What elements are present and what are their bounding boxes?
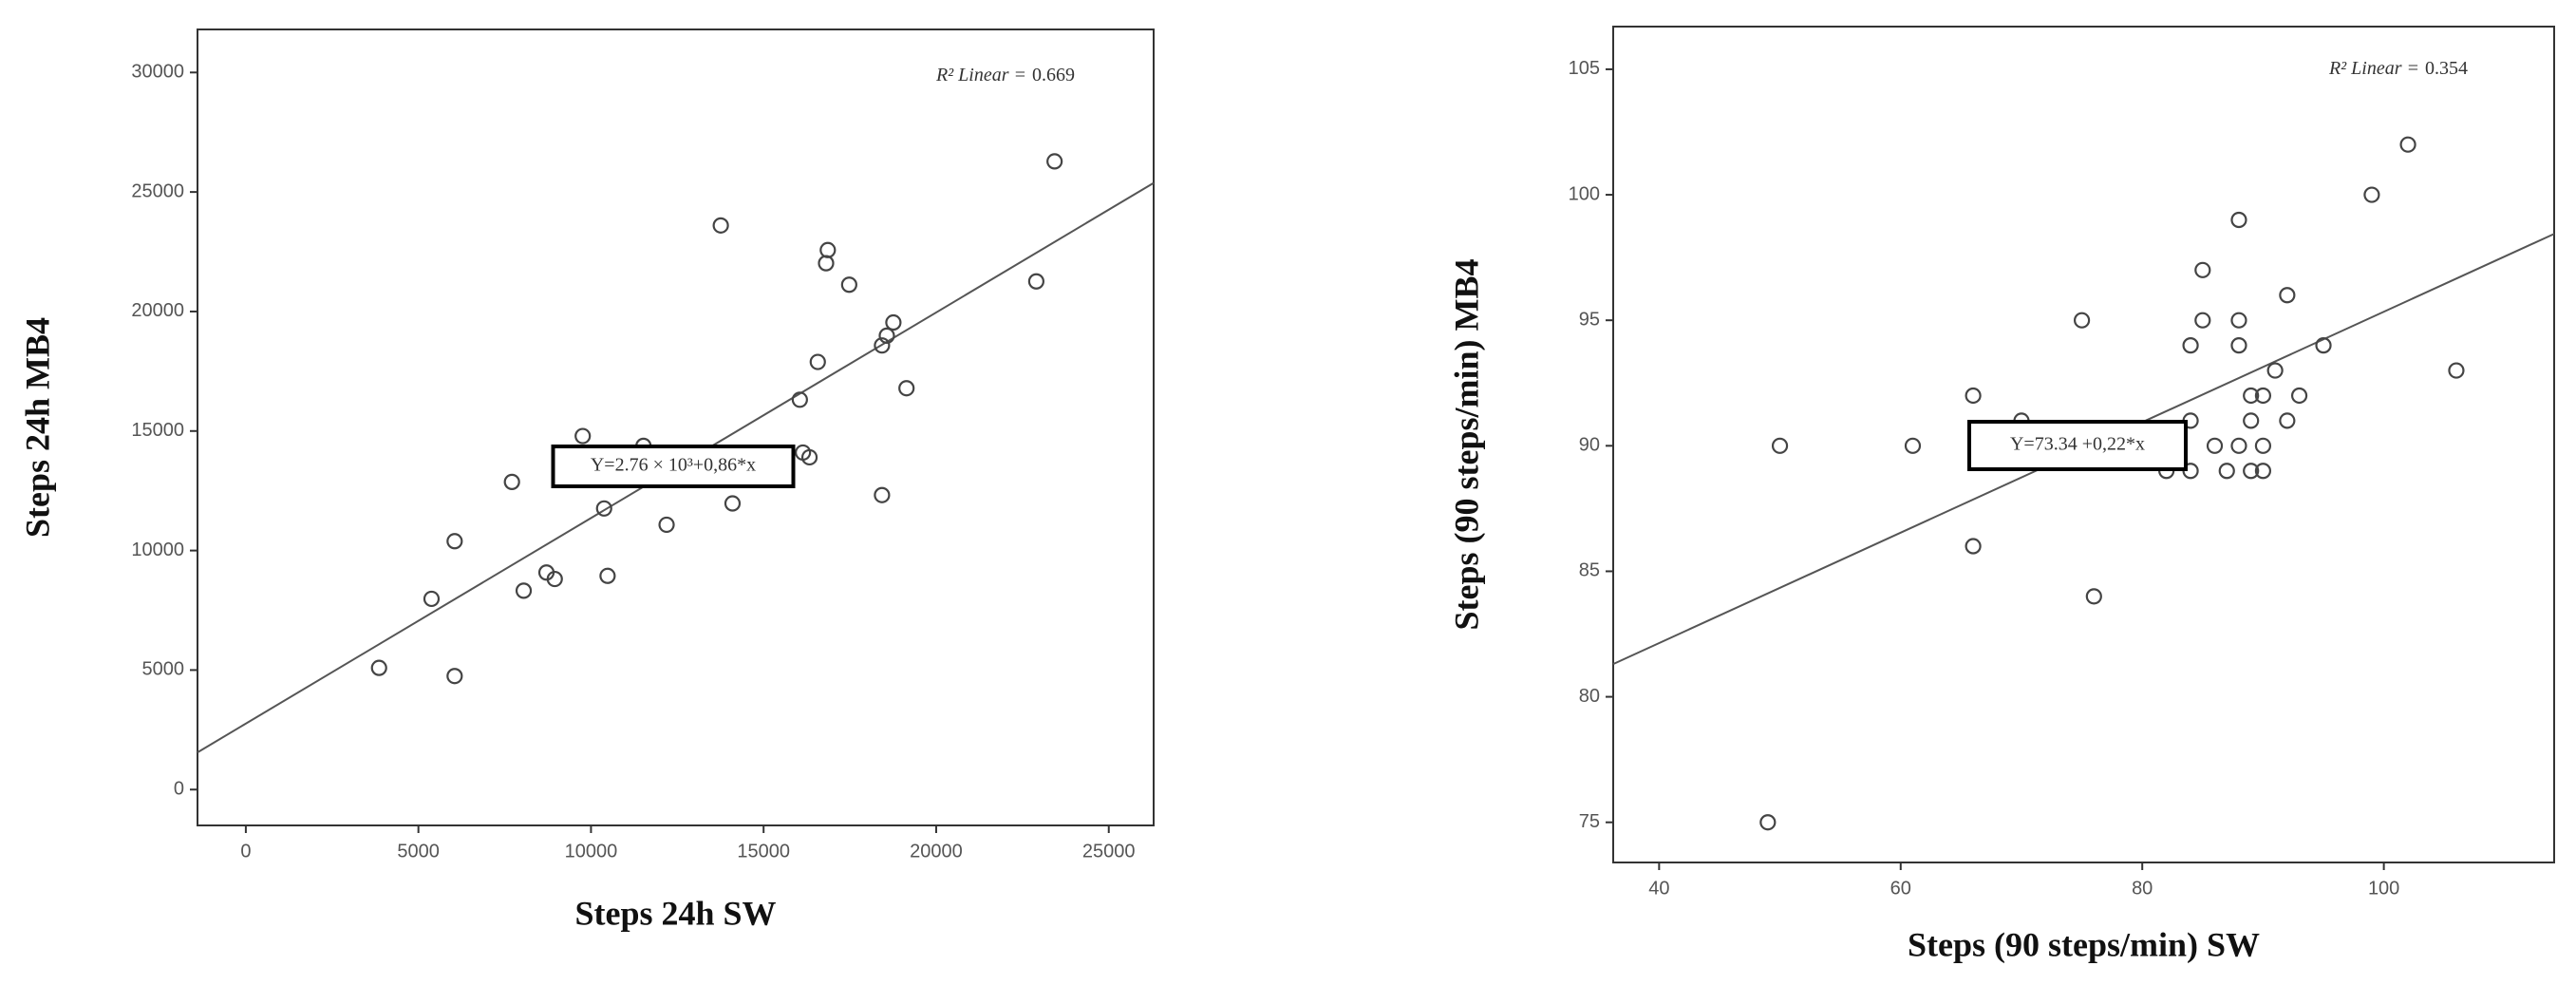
point — [1027, 273, 1044, 290]
point — [1759, 814, 1777, 831]
point — [2194, 261, 2211, 278]
y-tick-label: 20000 — [131, 300, 184, 321]
point — [2279, 287, 2296, 304]
point — [819, 241, 837, 258]
plot-frame — [1612, 26, 2555, 863]
point — [658, 516, 675, 534]
point — [2254, 387, 2272, 405]
r2-label: R² Linear = — [2328, 58, 2419, 79]
equation: Y=2.76 × 10³+0,86*x — [591, 455, 756, 476]
y-tick-label: 90 — [1579, 435, 1600, 456]
point — [370, 659, 387, 676]
x-axis-label: Steps 24h SW — [574, 894, 776, 932]
y-tick-label: 75 — [1579, 811, 1600, 832]
plot-frame — [197, 28, 1155, 826]
point — [2363, 186, 2380, 203]
y-tick-label: 0 — [174, 779, 184, 800]
point — [2315, 337, 2332, 354]
point — [800, 448, 818, 466]
y-tick-label: 105 — [1569, 58, 1600, 79]
y-tick-label: 25000 — [131, 180, 184, 201]
r2-annotation: R² Linear = 0.669 — [935, 65, 1075, 85]
x-tick-label: 25000 — [1082, 841, 1136, 862]
r2-value: 0.669 — [1032, 65, 1075, 85]
y-tick-label: 85 — [1579, 560, 1600, 581]
point — [2230, 337, 2247, 354]
point — [2218, 463, 2235, 480]
equation: Y=73.34 +0,22*x — [2010, 434, 2145, 455]
y-axis-label: Steps (90 steps/min) MB4 — [1447, 258, 1485, 630]
point — [2230, 211, 2247, 229]
point — [885, 313, 902, 331]
equation-box — [1967, 420, 2188, 471]
point — [2290, 387, 2308, 405]
x-tick-label: 5000 — [397, 841, 440, 862]
x-tick-label: 80 — [2132, 878, 2153, 899]
point — [503, 473, 520, 490]
point — [2194, 312, 2211, 329]
point — [2182, 337, 2199, 354]
point — [818, 255, 835, 272]
y-tick-label: 5000 — [142, 659, 185, 680]
x-tick-label: 0 — [240, 841, 251, 862]
point — [1771, 437, 1789, 454]
y-tick-label: 10000 — [131, 540, 184, 560]
point — [446, 533, 463, 550]
x-tick-label: 60 — [1890, 878, 1911, 899]
point — [595, 500, 612, 517]
r2-label: R² Linear = — [935, 65, 1026, 85]
point — [874, 337, 891, 354]
point — [423, 590, 441, 608]
point — [809, 353, 826, 370]
point — [712, 217, 729, 234]
point — [574, 427, 592, 445]
y-tick-label: 30000 — [131, 62, 184, 83]
x-tick-label: 40 — [1648, 878, 1669, 899]
x-tick-label: 100 — [2368, 878, 2399, 899]
y-axis-label: Steps 24h MB4 — [18, 317, 56, 538]
point — [1904, 437, 1922, 454]
point — [2085, 588, 2102, 605]
point — [2230, 312, 2247, 329]
point — [2206, 437, 2224, 454]
y-tick-label: 95 — [1579, 309, 1600, 330]
point — [2243, 387, 2260, 405]
point — [874, 486, 891, 503]
point — [2073, 312, 2091, 329]
point — [840, 276, 857, 294]
point — [724, 495, 742, 512]
y-tick-label: 80 — [1579, 686, 1600, 707]
x-tick-label: 15000 — [737, 841, 790, 862]
point — [446, 668, 463, 685]
y-tick-label: 15000 — [131, 420, 184, 441]
point — [898, 380, 915, 397]
point — [2279, 412, 2296, 429]
r2-annotation: R² Linear = 0.354 — [2328, 58, 2468, 79]
point — [1046, 153, 1063, 170]
point — [2230, 437, 2247, 454]
point — [878, 327, 895, 344]
point — [2243, 412, 2260, 429]
point — [2448, 362, 2465, 379]
point — [2254, 463, 2272, 480]
point — [515, 582, 533, 599]
x-axis-label: Steps (90 steps/min) SW — [1908, 925, 2260, 963]
point — [1965, 387, 1982, 405]
point — [1965, 538, 1982, 555]
r2-value: 0.354 — [2425, 58, 2468, 79]
point — [2266, 362, 2284, 379]
equation-box — [551, 445, 796, 488]
point — [2254, 437, 2272, 454]
y-tick-label: 100 — [1569, 183, 1600, 204]
x-tick-label: 20000 — [910, 841, 963, 862]
point — [2243, 463, 2260, 480]
x-tick-label: 10000 — [565, 841, 618, 862]
point — [546, 570, 563, 588]
point — [791, 391, 808, 408]
point — [2399, 136, 2416, 153]
point — [599, 567, 616, 584]
